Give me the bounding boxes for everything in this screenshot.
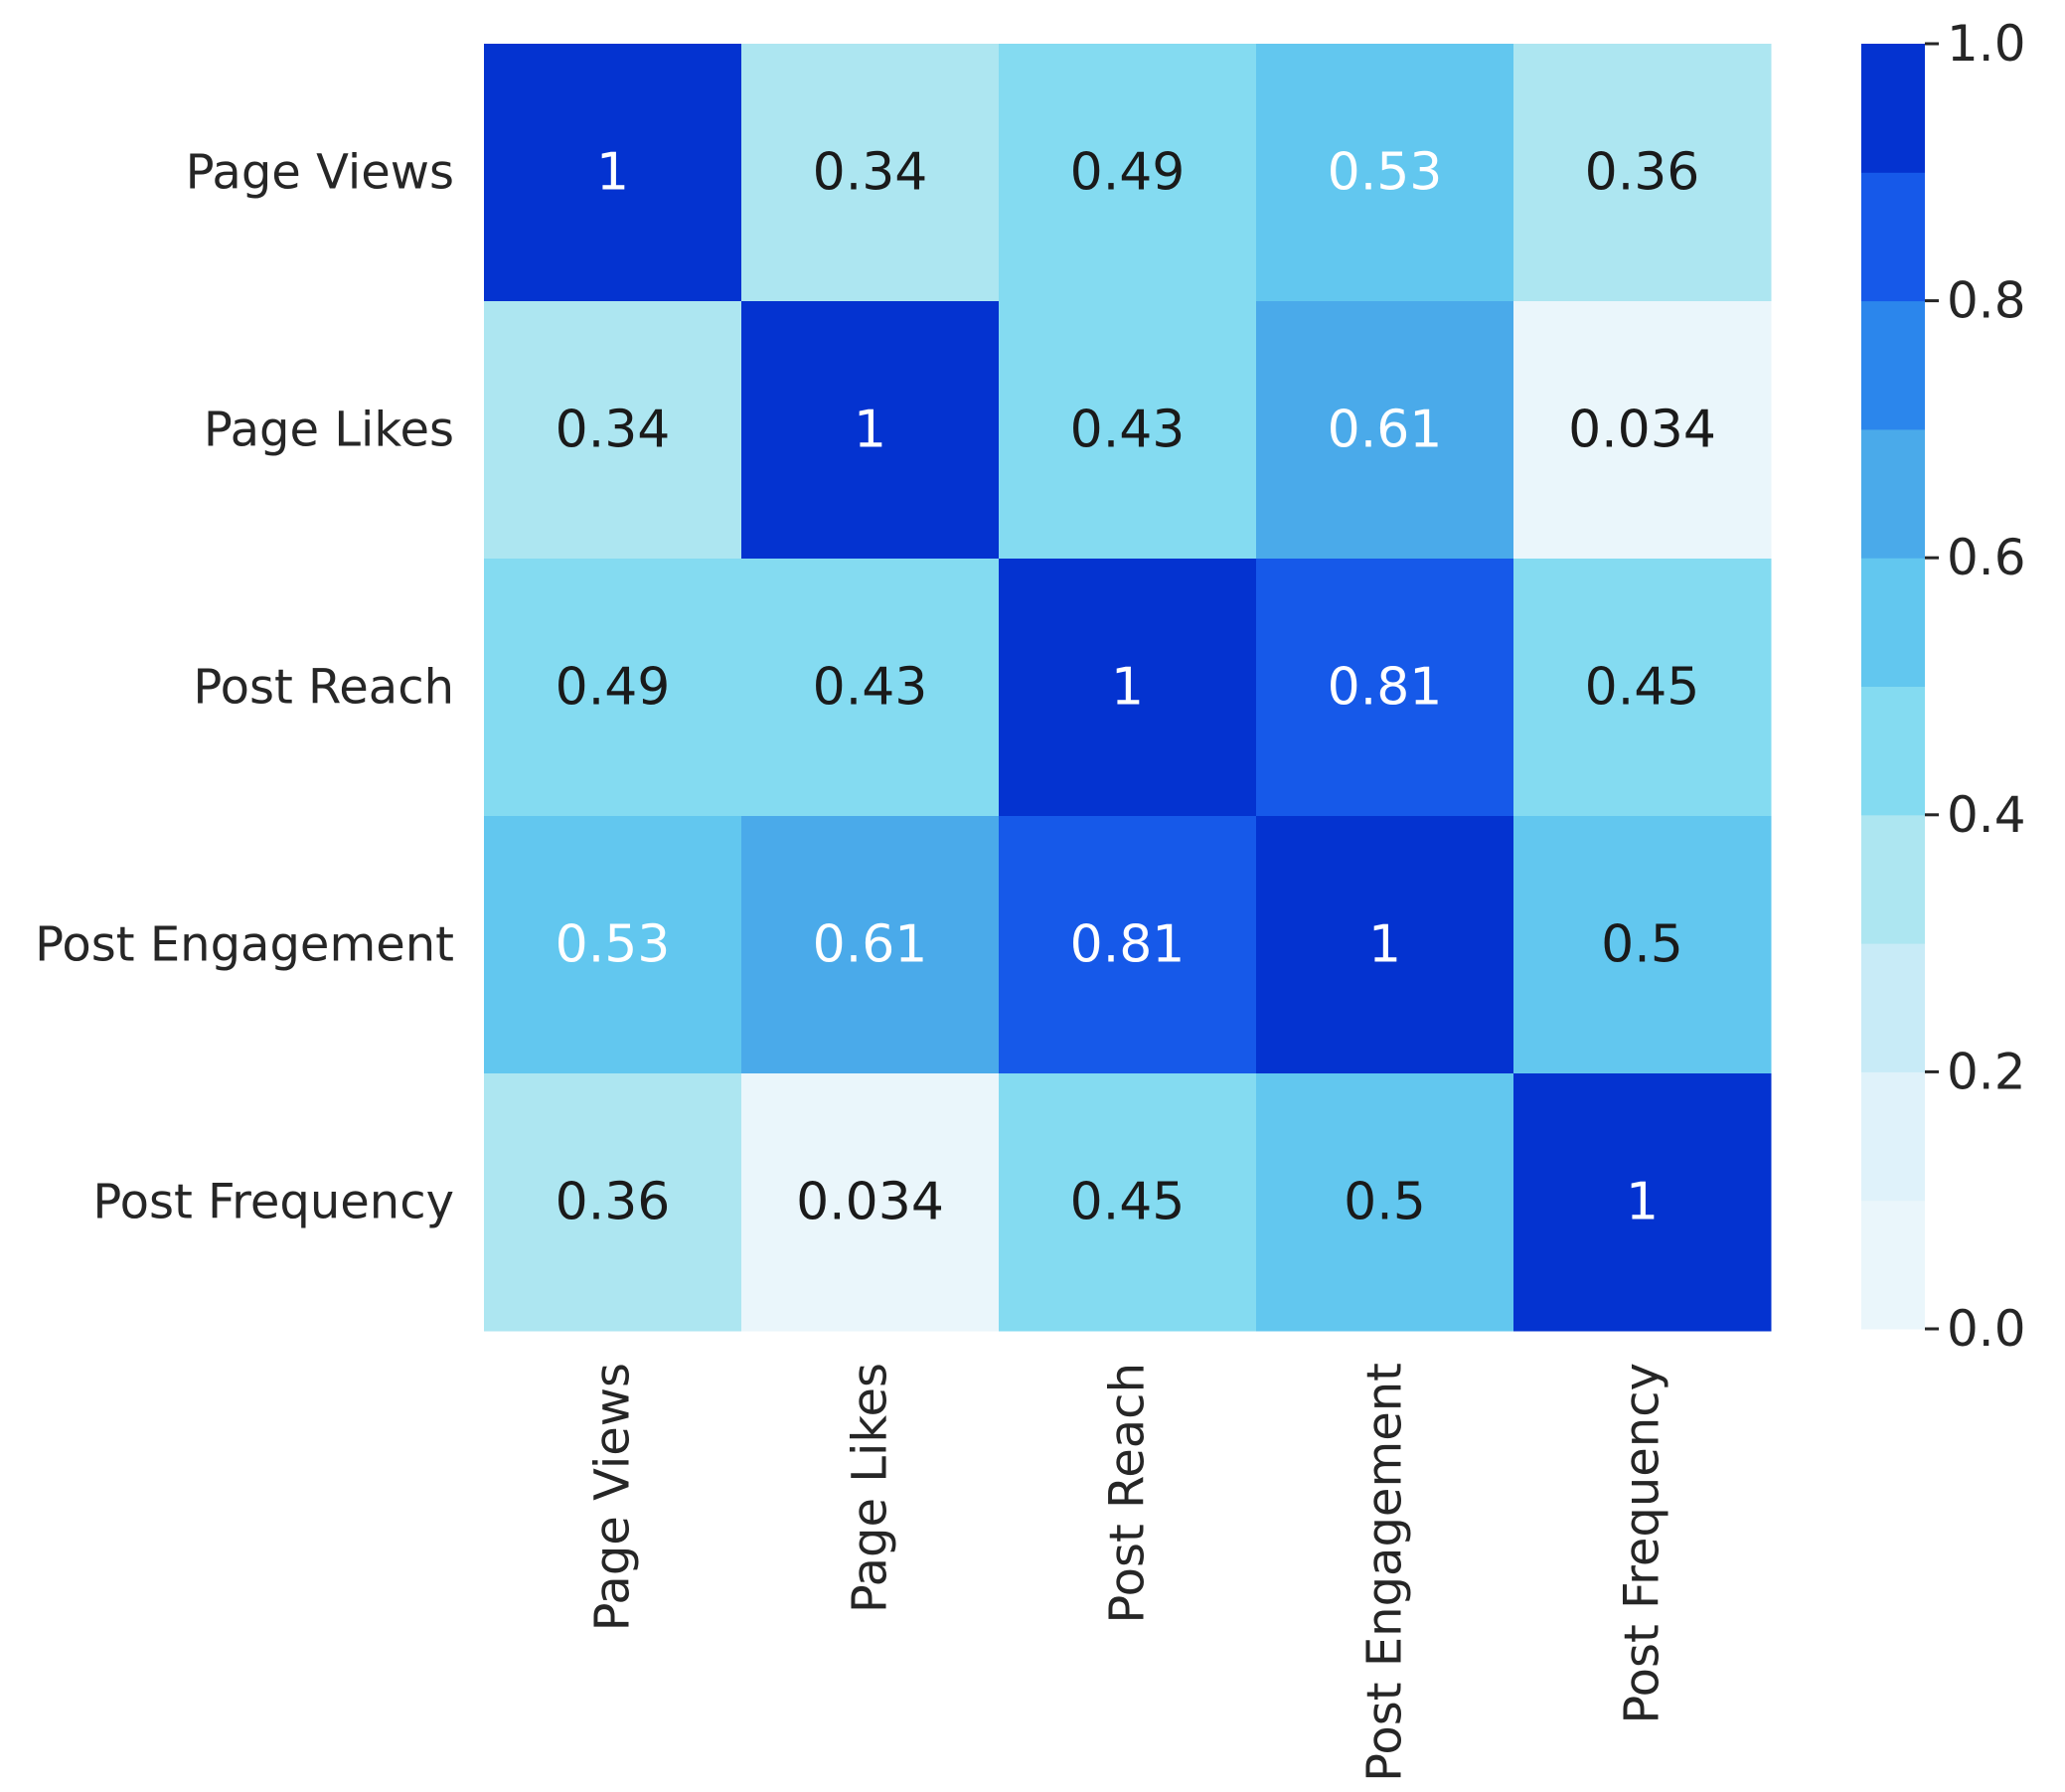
heatmap-cell-label: 0.45	[1585, 658, 1700, 718]
colorbar-segment	[1861, 943, 1925, 1072]
heatmap-cell	[1256, 1073, 1514, 1332]
heatmap-cell	[741, 44, 1000, 302]
heatmap-cell-label: 0.49	[1070, 143, 1186, 203]
heatmap-cell-label: 0.45	[1070, 1173, 1186, 1232]
heatmap-cell	[1256, 301, 1514, 560]
x-tick-label: Page Likes	[843, 1363, 898, 1613]
heatmap-cell-label: 0.36	[1585, 143, 1700, 203]
colorbar-tick-label: 1.0	[1947, 15, 2026, 73]
heatmap-cell	[1256, 44, 1514, 302]
x-tick-label: Page Views	[585, 1363, 641, 1631]
y-axis-labels: Page Views Page Likes Post Reach Post Engag…	[35, 145, 454, 1230]
x-axis-labels: Page Views Page Likes Post Reach Post Engag…	[585, 1363, 1670, 1782]
heatmap-cell	[1513, 1073, 1772, 1332]
colorbar-segment	[1861, 1200, 1925, 1330]
heatmap-cell-label: 0.49	[556, 658, 671, 718]
heatmap-cell	[1513, 301, 1772, 560]
heatmap-cell-label: 0.34	[556, 401, 671, 460]
colorbar-tick-label: 0.6	[1947, 529, 2026, 586]
heatmap-cell	[741, 1073, 1000, 1332]
heatmap-cell	[999, 559, 1257, 817]
heatmap-cell	[999, 816, 1257, 1074]
heatmap-cell	[484, 559, 742, 817]
heatmap-cell	[999, 301, 1257, 560]
heatmap-cell-label: 0.81	[1328, 658, 1443, 718]
heatmap-cell-label: 0.43	[813, 658, 928, 718]
x-tick-label: Post Frequency	[1615, 1363, 1670, 1724]
heatmap-cell	[484, 816, 742, 1074]
heatmap-cell-label: 1	[1111, 658, 1144, 718]
colorbar-tick-label: 0.2	[1947, 1043, 2026, 1100]
colorbar-segment	[1861, 44, 1925, 173]
colorbar-tick-label: 0.0	[1947, 1300, 2026, 1358]
colorbar: 0.0 0.2 0.4 0.6 0.8 1.0	[1861, 15, 2026, 1358]
heatmap-cell	[741, 559, 1000, 817]
heatmap-cell-label: 0.61	[813, 915, 928, 975]
x-tick-label: Post Engagement	[1357, 1363, 1413, 1782]
heatmap-cell-label: 0.5	[1601, 915, 1683, 975]
colorbar-tick-label: 0.4	[1947, 786, 2026, 844]
colorbar-segment	[1861, 428, 1925, 559]
colorbar-segment	[1861, 558, 1925, 687]
heatmap-cell-label: 0.5	[1344, 1173, 1426, 1232]
heatmap-cell-label: 0.43	[1070, 401, 1186, 460]
heatmap-cell-label: 1	[854, 401, 886, 460]
heatmap-cell-label: 1	[596, 143, 629, 203]
y-tick-label: Post Reach	[193, 660, 454, 716]
y-tick-label: Post Engagement	[35, 917, 454, 973]
y-tick-label: Page Views	[186, 145, 454, 201]
heatmap-cell-label: 1	[1368, 915, 1401, 975]
heatmap-cell-labels: 1 0.34 0.49 0.53 0.36 0.34 1 0.43 0.61 0.034 0.49 0…	[556, 143, 1716, 1232]
heatmap-cell	[1513, 559, 1772, 817]
heatmap-cell-label: 0.81	[1070, 915, 1186, 975]
x-tick-label: Post Reach	[1100, 1363, 1156, 1624]
heatmap-cell-label: 0.53	[1328, 143, 1443, 203]
heatmap-cell	[1256, 816, 1514, 1074]
heatmap-cell	[741, 816, 1000, 1074]
heatmap-cell	[1513, 44, 1772, 302]
heatmap-cell	[484, 1073, 742, 1332]
heatmap-cell-label: 0.61	[1328, 401, 1443, 460]
heatmap-cell	[1513, 816, 1772, 1074]
colorbar-segment	[1861, 172, 1925, 302]
heatmap-cell-label: 0.34	[813, 143, 928, 203]
colorbar-segment	[1861, 814, 1925, 944]
y-tick-label: Post Frequency	[92, 1175, 454, 1230]
heatmap-cell-label: 0.034	[796, 1173, 944, 1232]
colorbar-segment	[1861, 686, 1925, 816]
heatmap-cell-label: 0.53	[556, 915, 671, 975]
heatmap-cell-label: 0.034	[1568, 401, 1716, 460]
heatmap-cell	[484, 44, 742, 302]
heatmap-cells	[484, 44, 1772, 1332]
colorbar-tick-label: 0.8	[1947, 272, 2026, 330]
colorbar-segment	[1861, 1071, 1925, 1202]
heatmap-cell	[999, 44, 1257, 302]
heatmap-cell	[484, 301, 742, 560]
colorbar-segment	[1861, 300, 1925, 430]
heatmap-cell	[999, 1073, 1257, 1332]
y-tick-label: Page Likes	[204, 403, 454, 458]
heatmap-cell	[741, 301, 1000, 560]
heatmap-cell-label: 0.36	[556, 1173, 671, 1232]
heatmap-cell-label: 1	[1626, 1173, 1659, 1232]
heatmap-cell	[1256, 559, 1514, 817]
